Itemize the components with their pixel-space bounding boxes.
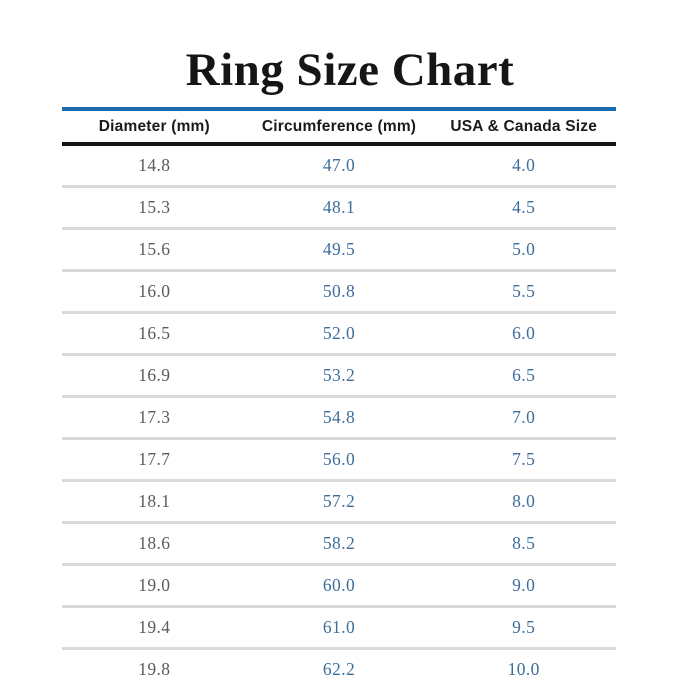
circumference-value: 61.0 — [322, 616, 356, 637]
diameter-value: 16.0 — [138, 280, 171, 301]
circumference-value: 48.1 — [322, 196, 356, 217]
usa-canada-size-value: 4.5 — [512, 196, 536, 217]
ring-size-table: Diameter (mm) Circumference (mm) USA & C… — [62, 107, 616, 689]
circumference-value: 50.8 — [322, 280, 356, 301]
diameter-value: 18.1 — [138, 490, 171, 511]
diameter-value: 15.3 — [138, 196, 171, 217]
usa-canada-size-value: 6.5 — [512, 364, 536, 385]
circumference-value: 52.0 — [322, 322, 356, 343]
circumference-value: 53.2 — [322, 364, 356, 385]
circumference-value: 56.0 — [322, 448, 356, 469]
diameter-value: 16.9 — [138, 364, 171, 385]
table-row: 19.0 60.0 9.0 — [62, 566, 616, 608]
table-row: 15.6 49.5 5.0 — [62, 230, 616, 272]
circumference-value: 54.8 — [322, 406, 356, 427]
usa-canada-size-value: 5.5 — [512, 280, 536, 301]
table-row: 18.6 58.2 8.5 — [62, 524, 616, 566]
diameter-value: 17.7 — [138, 448, 171, 469]
diameter-value: 18.6 — [138, 532, 171, 553]
header-top-rule — [62, 107, 616, 111]
usa-canada-size-value: 8.5 — [512, 532, 536, 553]
table-row: 17.7 56.0 7.5 — [62, 440, 616, 482]
diameter-value: 19.4 — [138, 616, 171, 637]
table-row: 19.8 62.2 10.0 — [62, 650, 616, 689]
header-bottom-rule — [62, 142, 616, 146]
diameter-value: 19.8 — [138, 658, 171, 679]
usa-canada-size-value: 8.0 — [512, 490, 536, 511]
table-row: 15.3 48.1 4.5 — [62, 188, 616, 230]
usa-canada-size-value: 7.0 — [512, 406, 536, 427]
table-row: 17.3 54.8 7.0 — [62, 398, 616, 440]
usa-canada-size-value: 4.0 — [512, 154, 536, 175]
column-header-diameter: Diameter (mm) — [98, 118, 210, 135]
usa-canada-size-value: 6.0 — [512, 322, 536, 343]
circumference-value: 47.0 — [322, 154, 356, 175]
column-header-circumference: Circumference (mm) — [261, 118, 417, 135]
circumference-value: 58.2 — [322, 532, 356, 553]
diameter-value: 16.5 — [138, 322, 171, 343]
table-header-row: Diameter (mm) Circumference (mm) USA & C… — [62, 111, 616, 142]
table-row: 19.4 61.0 9.5 — [62, 608, 616, 650]
usa-canada-size-value: 7.5 — [512, 448, 536, 469]
usa-canada-size-value: 5.0 — [512, 238, 536, 259]
circumference-value: 57.2 — [322, 490, 356, 511]
column-header-usa-canada-size: USA & Canada Size — [450, 118, 598, 135]
usa-canada-size-value: 9.0 — [512, 574, 536, 595]
table-row: 16.9 53.2 6.5 — [62, 356, 616, 398]
diameter-value: 19.0 — [138, 574, 171, 595]
table-row: 16.0 50.8 5.5 — [62, 272, 616, 314]
page-title: Ring Size Chart — [185, 44, 515, 96]
diameter-value: 15.6 — [138, 238, 171, 259]
circumference-value: 60.0 — [322, 574, 356, 595]
usa-canada-size-value: 9.5 — [512, 616, 536, 637]
table-row: 18.1 57.2 8.0 — [62, 482, 616, 524]
circumference-value: 62.2 — [322, 658, 356, 679]
usa-canada-size-value: 10.0 — [507, 658, 540, 679]
table-row: 16.5 52.0 6.0 — [62, 314, 616, 356]
circumference-value: 49.5 — [322, 238, 356, 259]
table-row: 14.8 47.0 4.0 — [62, 146, 616, 188]
diameter-value: 14.8 — [138, 154, 171, 175]
diameter-value: 17.3 — [138, 406, 171, 427]
